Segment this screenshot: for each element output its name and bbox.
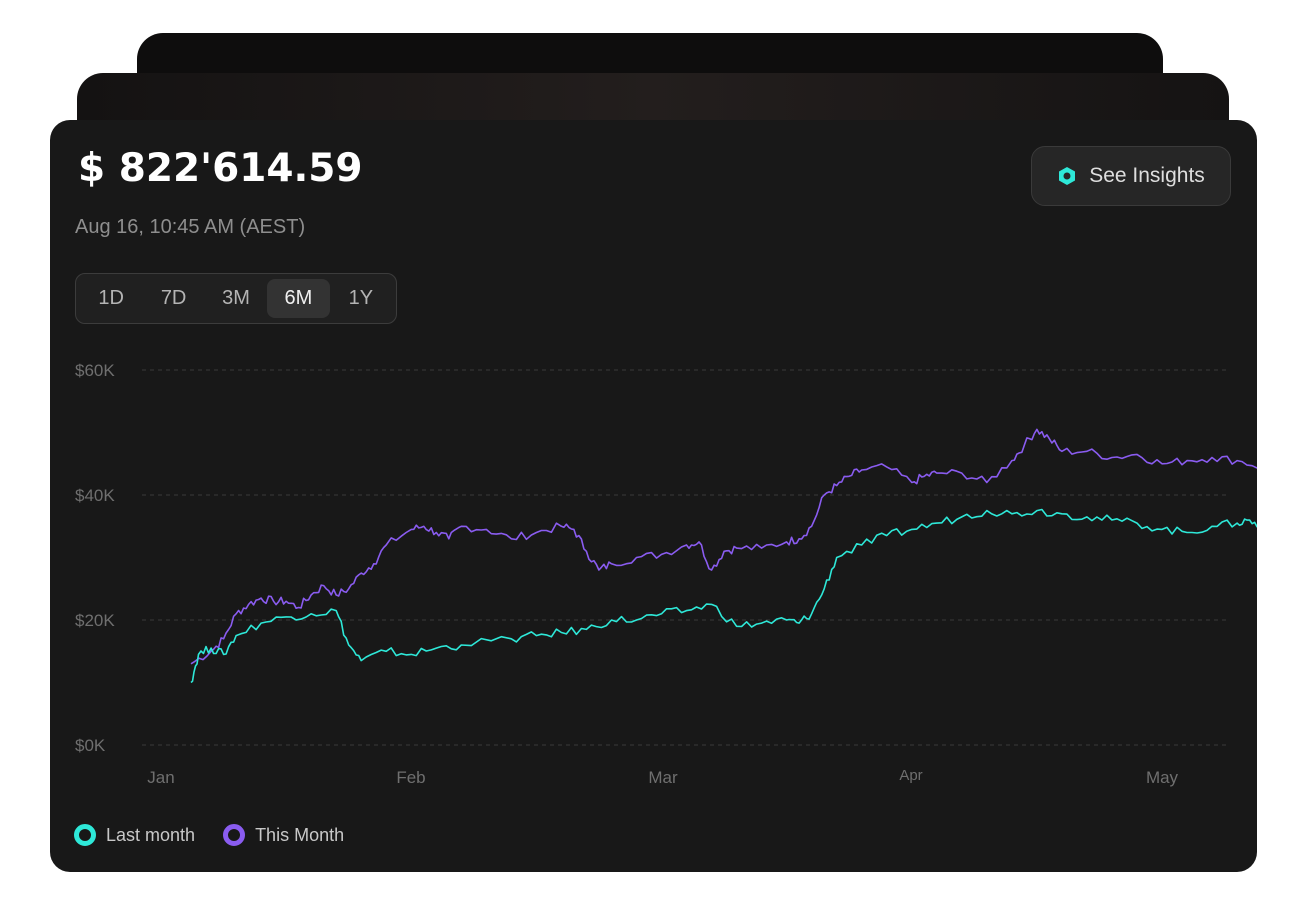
legend-label-last-month: Last month xyxy=(106,824,196,845)
chart-legend: Last month This Month xyxy=(74,824,372,846)
series-layer xyxy=(190,428,1257,684)
portfolio-line-chart: $0K $20K $40K $60K Jan Feb Mar Apr May xyxy=(75,361,1257,787)
x-tick-jan: Jan xyxy=(147,768,174,787)
x-tick-may: May xyxy=(1146,768,1179,787)
hexagon-icon xyxy=(1057,166,1077,186)
see-insights-button[interactable]: See Insights xyxy=(1031,146,1231,206)
legend-label-this-month: This Month xyxy=(255,824,345,845)
timestamp: Aug 16, 10:45 AM (AEST) xyxy=(75,216,306,238)
range-option-7d[interactable]: 7D xyxy=(160,287,187,309)
range-option-1d[interactable]: 1D xyxy=(98,287,124,309)
legend-item-last-month[interactable]: Last month xyxy=(74,824,195,846)
see-insights-label: See Insights xyxy=(1089,164,1205,187)
y-tick-20k: $20K xyxy=(75,611,115,630)
y-tick-60k: $60K xyxy=(75,361,115,380)
gridlines xyxy=(142,369,1230,746)
y-tick-40k: $40K xyxy=(75,486,115,505)
y-tick-0k: $0K xyxy=(75,736,106,755)
balance-value: $ 822'614.59 xyxy=(78,146,363,191)
range-option-6m[interactable]: 6M xyxy=(267,279,330,318)
x-tick-feb: Feb xyxy=(396,768,425,787)
legend-dot-this-month xyxy=(223,824,246,846)
portfolio-card: $ 822'614.59 Aug 16, 10:45 AM (AEST) See… xyxy=(50,120,1257,872)
x-tick-mar: Mar xyxy=(648,768,678,787)
series-line-this-month xyxy=(190,428,1257,665)
series-line-last-month xyxy=(190,508,1257,684)
range-option-1y[interactable]: 1Y xyxy=(348,287,374,309)
legend-dot-last-month xyxy=(74,824,96,846)
range-selector: 1D 7D 3M 6M 1Y xyxy=(75,273,397,324)
legend-item-this-month[interactable]: This Month xyxy=(223,824,344,846)
x-tick-apr: Apr xyxy=(899,767,922,784)
range-option-3m[interactable]: 3M xyxy=(222,287,250,309)
